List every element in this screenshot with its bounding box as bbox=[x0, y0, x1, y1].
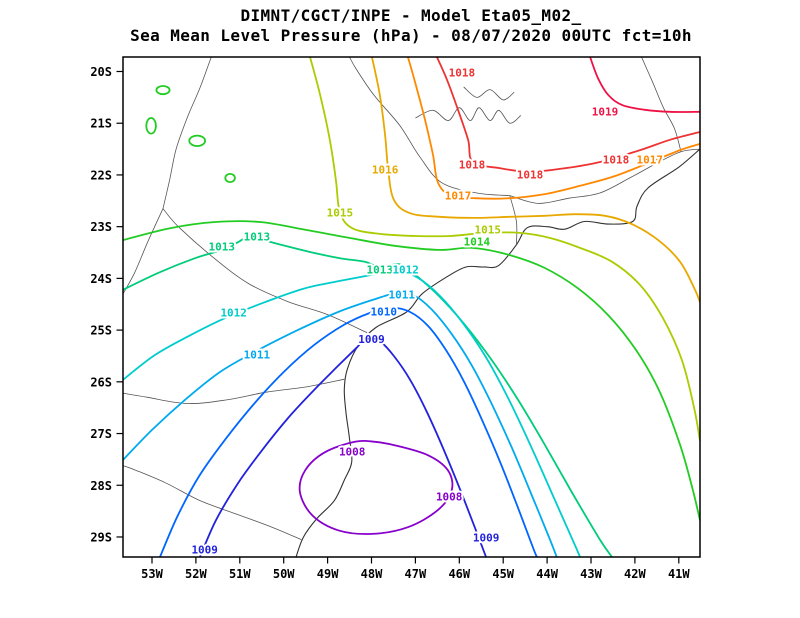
lat-tick-label: 22S bbox=[90, 168, 112, 182]
plot-frame bbox=[122, 56, 701, 558]
coastline bbox=[295, 148, 700, 557]
lat-tick-label: 27S bbox=[90, 427, 112, 441]
lon-tick-label: 52W bbox=[185, 567, 207, 581]
contour-label-layer: 1019 1018 1018 1018 1018 1017 1017 1016 1015 1015… bbox=[189, 65, 665, 557]
lat-tick-label: 20S bbox=[90, 65, 112, 79]
lon-tick-label: 46W bbox=[448, 567, 470, 581]
isobar-label-1017: 1017 bbox=[637, 153, 664, 166]
lon-tick-label: 43W bbox=[580, 567, 602, 581]
isobar-label-1011: 1011 bbox=[244, 348, 271, 361]
isobar-label-1019: 1019 bbox=[592, 105, 619, 118]
state-border bbox=[509, 148, 700, 204]
isobar-label-1014: 1014 bbox=[464, 236, 491, 249]
isobar-spot-1014 bbox=[145, 117, 157, 135]
isobar-label-1010: 1010 bbox=[371, 306, 398, 319]
basemap-layer bbox=[123, 57, 700, 557]
isobar-1018 bbox=[436, 57, 700, 173]
axes-layer: 20S 21S 22S 23S 24S 25S 26S 27S 28S 29S 53W 52W 51W 5… bbox=[90, 56, 701, 581]
lon-tick-label: 45W bbox=[492, 567, 514, 581]
isobar-label-1018: 1018 bbox=[517, 168, 544, 181]
isobar-1019 bbox=[589, 57, 700, 113]
lon-tick-label: 47W bbox=[405, 567, 427, 581]
isobar-spot-1014 bbox=[155, 85, 171, 96]
isobar-label-1009: 1009 bbox=[191, 543, 218, 556]
isobar-1015 bbox=[309, 57, 700, 442]
state-border bbox=[162, 208, 368, 334]
isobar-label-1015: 1015 bbox=[475, 223, 502, 236]
isobar-1009 bbox=[199, 335, 487, 557]
lon-tick-label: 51W bbox=[229, 567, 251, 581]
isobar-1011 bbox=[123, 291, 558, 557]
chart-title-line1: DIMNT/CGCT/INPE - Model Eta05_M02_ bbox=[240, 6, 581, 25]
isobar-label-1018: 1018 bbox=[459, 159, 486, 172]
state-border bbox=[162, 57, 212, 209]
state-border bbox=[415, 107, 522, 124]
lat-tick-label: 28S bbox=[90, 479, 112, 493]
isobar-label-1009: 1009 bbox=[473, 532, 500, 545]
lat-tick-label: 29S bbox=[90, 530, 112, 544]
isobar-label-1017: 1017 bbox=[445, 190, 472, 203]
isobar-label-1016: 1016 bbox=[372, 163, 399, 176]
isobar-label-1013: 1013 bbox=[209, 240, 236, 253]
state-border bbox=[641, 57, 682, 152]
state-border bbox=[509, 195, 518, 245]
isobar-label-1018: 1018 bbox=[449, 67, 476, 80]
isobar-1010 bbox=[159, 306, 538, 557]
chart-title-line2: Sea Mean Level Pressure (hPa) - 08/07/20… bbox=[130, 26, 692, 45]
isobar-1017 bbox=[407, 57, 700, 200]
state-border bbox=[123, 208, 164, 295]
isobar-spot-1014 bbox=[188, 134, 207, 147]
isobar-label-1009: 1009 bbox=[358, 333, 385, 346]
isobar-label-1008: 1008 bbox=[436, 491, 463, 504]
state-border bbox=[349, 57, 510, 196]
isobar-label-1012: 1012 bbox=[220, 307, 247, 320]
lon-tick-label: 49W bbox=[317, 567, 339, 581]
contour-layer bbox=[123, 57, 700, 557]
isobar-label-1013: 1013 bbox=[367, 264, 394, 277]
lon-tick-label: 50W bbox=[273, 567, 295, 581]
isobar-label-1018: 1018 bbox=[603, 153, 630, 166]
lon-tick-label: 44W bbox=[536, 567, 558, 581]
isobar-1014 bbox=[123, 220, 700, 521]
lat-tick-label: 26S bbox=[90, 375, 112, 389]
lon-tick-label: 41W bbox=[668, 567, 690, 581]
lon-tick-label: 53W bbox=[141, 567, 163, 581]
isobar-1008 bbox=[298, 439, 454, 535]
isobar-1016 bbox=[371, 57, 700, 304]
isobar-1012 bbox=[123, 269, 581, 557]
isobar-spot-1014 bbox=[224, 172, 236, 183]
isobar-label-1012: 1012 bbox=[392, 264, 419, 277]
isobar-label-1008: 1008 bbox=[339, 446, 366, 459]
state-border bbox=[463, 86, 515, 101]
lat-tick-label: 24S bbox=[90, 272, 112, 286]
state-border bbox=[123, 378, 345, 404]
isobar-1013 bbox=[123, 235, 613, 557]
lat-tick-label: 21S bbox=[90, 117, 112, 131]
state-border bbox=[123, 465, 302, 540]
lon-tick-label: 42W bbox=[624, 567, 646, 581]
isobar-label-1011: 1011 bbox=[389, 288, 416, 301]
lat-tick-label: 23S bbox=[90, 220, 112, 234]
isobar-label-1013: 1013 bbox=[244, 231, 271, 244]
lat-tick-label: 25S bbox=[90, 324, 112, 338]
lon-tick-label: 48W bbox=[361, 567, 383, 581]
isobar-label-1015: 1015 bbox=[327, 207, 354, 220]
